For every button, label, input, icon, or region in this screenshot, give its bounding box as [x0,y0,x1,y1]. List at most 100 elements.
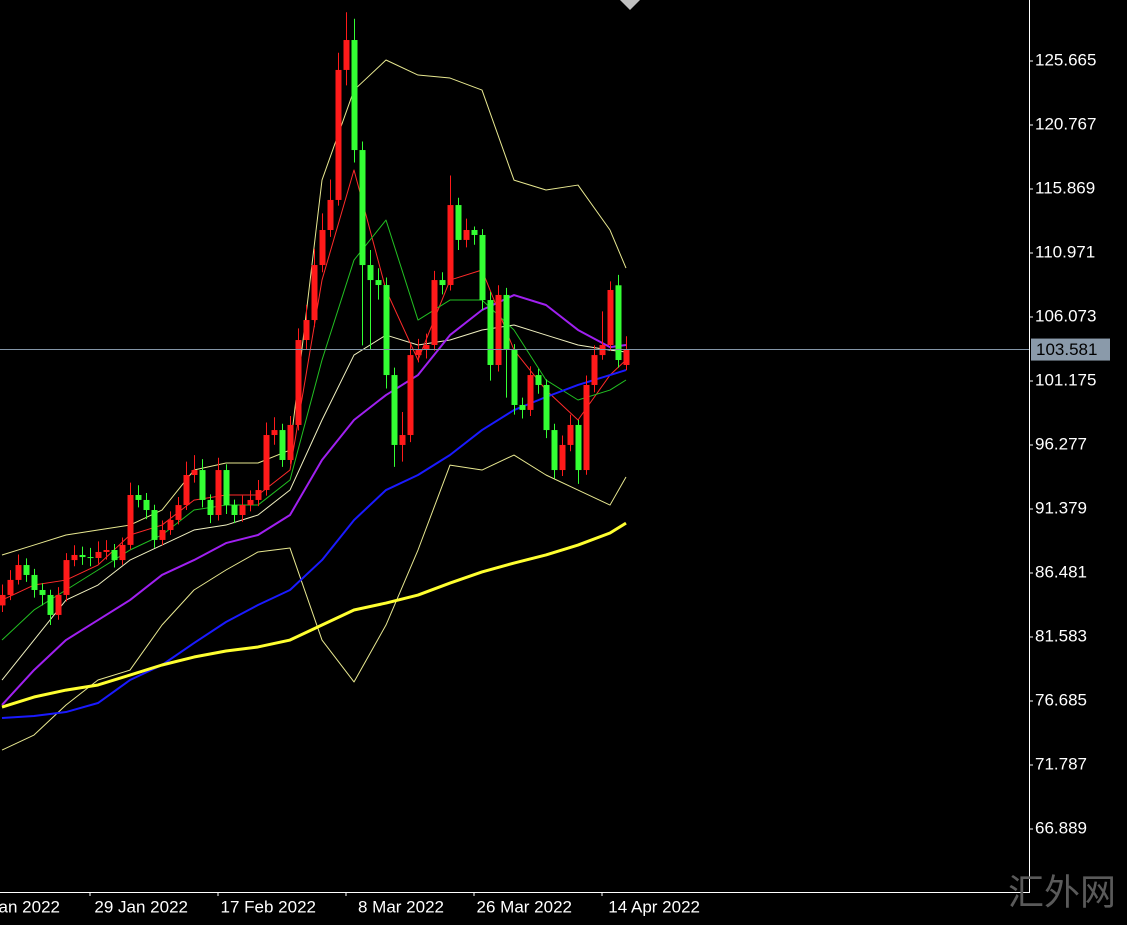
candle-body [575,424,582,471]
candle-body [351,40,358,151]
candle-body [431,280,438,345]
candle-body [0,594,6,606]
candle-body [383,285,390,376]
candle-body [271,430,278,436]
y-tick-label: 71.787 [1035,754,1087,773]
indicator-line [1,219,627,641]
candle-body [231,505,238,515]
candle-body [407,355,414,436]
candle-body [399,435,406,445]
y-tick-label: 106.073 [1035,306,1096,325]
y-tick-label: 125.665 [1035,50,1096,69]
shift-marker [620,0,640,10]
candle-body [87,557,94,559]
candle-body [615,285,622,361]
candle-body [311,265,318,321]
indicator-line [1,294,627,706]
x-tick-label: 26 Mar 2022 [477,897,572,916]
candle-body [183,475,190,506]
candle-body [151,510,158,540]
candle-body [103,550,110,552]
candle-body [215,470,222,515]
candle-body [15,565,22,580]
plot-area [0,12,630,751]
candle-body [247,499,254,506]
candle-body [287,424,294,460]
candle-body [583,384,590,471]
x-tick-label: 8 Mar 2022 [358,897,444,916]
candle-body [343,40,350,70]
x-tick-label: Jan 2022 [0,897,60,916]
y-tick-label: 76.685 [1035,690,1087,709]
candle-body [519,404,526,410]
candle-body [175,505,182,520]
y-tick-label: 110.971 [1035,242,1095,261]
candle-body [359,150,366,266]
candle-body [239,505,246,515]
watermark: 汇外网 [1008,872,1116,913]
candle-body [223,470,230,506]
candle-body [263,435,270,491]
x-tick-label: 17 Feb 2022 [221,897,316,916]
candle-body [415,349,422,356]
indicator-line [1,454,627,751]
candle-body [495,294,502,365]
candle-body [423,344,430,350]
candle-body [559,444,566,471]
candle-body [303,320,310,341]
candle-body [391,375,398,445]
candle-body [455,205,462,240]
candle-body [367,265,374,281]
candle-body [119,544,126,561]
candle-body [63,560,70,595]
candle-body [71,554,78,561]
candle-body [7,579,14,595]
candle-body [551,430,558,471]
candle-body [335,69,342,200]
candle-body [503,294,510,350]
y-tick-label: 91.379 [1035,498,1087,517]
last-price-label: 103.581 [1036,340,1097,359]
candle-body [535,375,542,385]
candle-body [39,589,46,595]
candle-body [567,424,574,445]
candle-body [79,554,86,558]
candle-body [47,594,54,615]
candle-body [463,230,470,240]
candle-body [591,355,598,385]
candle-body [295,340,302,425]
candle-body [135,494,142,500]
candle-body [319,230,326,266]
indicator-line [1,59,627,556]
candle-body [255,490,262,500]
candle-body [447,205,454,286]
x-tick-label: 14 Apr 2022 [608,897,700,916]
candle-body [199,470,206,500]
indicator-line [1,169,627,601]
candle-body [527,375,534,410]
candle-body [479,234,486,301]
indicator-line [1,369,627,720]
y-tick-label: 96.277 [1035,434,1087,453]
candle-body [111,550,118,561]
candle-body [207,499,214,515]
candle-body [543,384,550,431]
candle-body [191,470,198,476]
x-tick-label: 29 Jan 2022 [94,897,188,916]
last-price-tag [1031,338,1110,361]
candle-body [439,280,446,286]
candle-body [487,300,494,365]
candle-body [127,494,134,545]
candle-body [471,230,478,235]
candle-body [167,519,174,531]
y-tick-label: 66.889 [1035,818,1087,837]
candle-body [607,289,614,345]
candle-body [327,199,334,231]
candle-body [623,349,630,365]
candle-body [143,499,150,511]
candle-body [375,280,382,286]
y-tick-label: 86.481 [1035,562,1087,581]
y-tick-label: 101.175 [1035,370,1096,389]
y-tick-label: 115.869 [1035,178,1095,197]
